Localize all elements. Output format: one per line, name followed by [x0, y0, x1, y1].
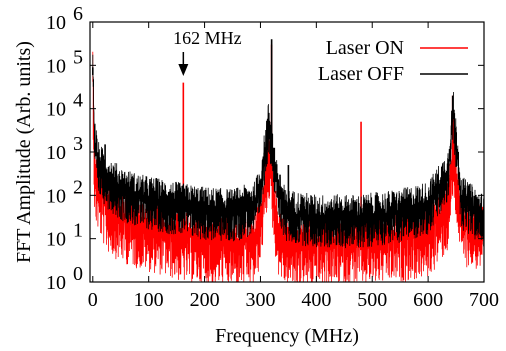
- x-tick-label: 500: [357, 289, 387, 311]
- x-tick-label: 700: [469, 289, 499, 311]
- y-tick-label: 10: [46, 12, 66, 34]
- y-tick-label: 10: [46, 229, 66, 251]
- y-tick-exponent: 0: [73, 263, 83, 285]
- series-layer: [91, 39, 484, 283]
- series-noise-trace: [92, 51, 484, 283]
- x-tick-label: 200: [190, 289, 220, 311]
- x-tick-label: 0: [88, 289, 98, 311]
- legend-label-laser-off: Laser OFF: [318, 63, 404, 85]
- x-tick-label: 100: [134, 289, 164, 311]
- y-tick-exponent: 2: [73, 176, 83, 198]
- x-tick-label: 600: [413, 289, 443, 311]
- series-noise-trace: [92, 54, 484, 249]
- x-tick-label: 400: [301, 289, 331, 311]
- x-tick-label: 300: [245, 289, 275, 311]
- x-axis-title: Frequency (MHz): [215, 325, 359, 347]
- legend: Laser ON Laser OFF: [318, 37, 468, 85]
- series-laser-off: [91, 39, 484, 249]
- y-tick-exponent: 1: [73, 220, 83, 242]
- annotation-arrow-head: [178, 64, 189, 76]
- y-tick-label: 10: [46, 185, 66, 207]
- y-tick-exponent: 4: [73, 90, 83, 112]
- y-tick-label: 10: [46, 272, 66, 294]
- y-tick-label: 10: [46, 55, 66, 77]
- legend-label-laser-on: Laser ON: [326, 37, 404, 59]
- annotation-label: 162 MHz: [173, 28, 242, 48]
- y-tick-exponent: 5: [73, 46, 83, 68]
- annotation-162mhz: 162 MHz: [173, 28, 242, 76]
- y-axis-title: FFT Amplitude (Arb. units): [13, 41, 35, 263]
- y-tick-label: 10: [46, 142, 66, 164]
- series-laser-on: [92, 44, 484, 283]
- y-tick-exponent: 6: [73, 3, 83, 25]
- y-tick-exponent: 3: [73, 133, 83, 155]
- y-tick-label: 10: [46, 99, 66, 121]
